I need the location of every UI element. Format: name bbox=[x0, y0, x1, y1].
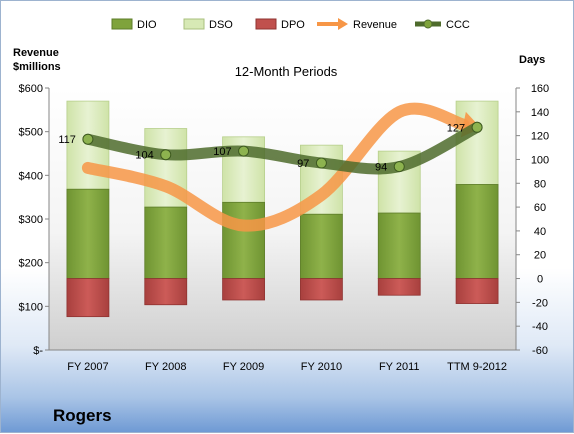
x-tick-label: FY 2007 bbox=[67, 361, 108, 373]
right-tick-label: 80 bbox=[534, 178, 546, 190]
legend-swatch-dpo bbox=[255, 18, 277, 30]
ccc-point bbox=[82, 133, 94, 145]
right-tick-label: 120 bbox=[531, 131, 549, 143]
left-tick-label: $300 bbox=[19, 214, 43, 226]
left-tick-label: $600 bbox=[19, 83, 43, 95]
bar-dio bbox=[300, 213, 343, 279]
company-name: Rogers bbox=[53, 406, 112, 425]
bar-dpo bbox=[300, 278, 343, 301]
bar-dio bbox=[66, 188, 110, 279]
ccc-point bbox=[471, 121, 483, 133]
legend-arrow-icon bbox=[338, 18, 348, 30]
left-tick-label: $100 bbox=[19, 301, 43, 313]
legend: DIO DSO DPO Revenue CCC bbox=[111, 18, 470, 31]
right-axis-ticks: -60 -40 -20 0 20 40 60 80 100 120 140 160 bbox=[516, 83, 549, 357]
bar-dpo bbox=[222, 278, 265, 301]
legend-label-dso: DSO bbox=[209, 19, 233, 31]
x-tick-label: FY 2010 bbox=[301, 361, 342, 373]
right-tick-label: -20 bbox=[532, 297, 548, 309]
revenue-line bbox=[81, 102, 470, 232]
right-tick-label: 0 bbox=[537, 274, 543, 286]
legend-item-revenue: Revenue bbox=[317, 18, 397, 31]
legend-marker-ccc bbox=[423, 19, 433, 29]
bar-dpo bbox=[455, 278, 499, 304]
ccc-point bbox=[315, 157, 327, 169]
legend-item-dio: DIO bbox=[111, 18, 157, 31]
legend-swatch-dso bbox=[183, 18, 205, 30]
right-tick-label: -40 bbox=[532, 321, 548, 333]
legend-label-dio: DIO bbox=[137, 19, 157, 31]
left-tick-label: $500 bbox=[19, 127, 43, 139]
x-tick-label: TTM 9-2012 bbox=[447, 361, 507, 373]
right-tick-label: 40 bbox=[534, 226, 546, 238]
x-tick-label: FY 2009 bbox=[223, 361, 264, 373]
bar-dpo bbox=[377, 278, 421, 296]
left-tick-label: $400 bbox=[19, 170, 43, 182]
legend-swatch-dio bbox=[111, 18, 133, 30]
left-axis-label-line1: Revenue bbox=[13, 47, 59, 59]
left-tick-label: $200 bbox=[19, 258, 43, 270]
bar-dio bbox=[144, 206, 188, 279]
ccc-data-label: 94 bbox=[375, 162, 387, 174]
x-axis-labels: FY 2007 FY 2008 FY 2009 FY 2010 FY 2011 TTM 9… bbox=[67, 361, 507, 373]
legend-label-ccc: CCC bbox=[446, 19, 470, 31]
right-tick-label: 60 bbox=[534, 202, 546, 214]
bar-dso bbox=[455, 100, 499, 185]
bar-dio bbox=[377, 212, 421, 279]
bar-dio bbox=[455, 184, 499, 279]
x-tick-label: FY 2011 bbox=[379, 361, 420, 373]
right-axis-label: Days bbox=[519, 54, 545, 66]
legend-item-dpo: DPO bbox=[255, 18, 305, 31]
left-axis-label-line2: $millions bbox=[13, 61, 61, 73]
ccc-data-label: 117 bbox=[58, 134, 76, 146]
legend-item-ccc: CCC bbox=[415, 19, 470, 31]
right-tick-label: 100 bbox=[531, 154, 549, 166]
ccc-point bbox=[238, 145, 250, 157]
bar-dpo bbox=[144, 278, 188, 306]
right-tick-label: 160 bbox=[531, 83, 549, 95]
legend-item-dso: DSO bbox=[183, 18, 233, 31]
ccc-data-label: 104 bbox=[135, 150, 153, 162]
bars-layer bbox=[66, 100, 499, 318]
left-tick-label: $- bbox=[33, 345, 43, 357]
chart-title: 12-Month Periods bbox=[235, 64, 338, 79]
left-axis-ticks: $- $100 $200 $300 $400 $500 $600 bbox=[19, 83, 49, 357]
legend-label-dpo: DPO bbox=[281, 19, 305, 31]
ccc-data-label: 127 bbox=[447, 122, 465, 134]
bar-dio bbox=[222, 201, 265, 279]
ccc-data-label: 97 bbox=[297, 158, 309, 170]
x-tick-label: FY 2008 bbox=[145, 361, 186, 373]
ccc-line bbox=[82, 121, 483, 175]
right-tick-label: -60 bbox=[532, 345, 548, 357]
right-tick-label: 20 bbox=[534, 250, 546, 262]
ccc-point bbox=[393, 161, 405, 173]
right-tick-label: 140 bbox=[531, 107, 549, 119]
ccc-point bbox=[160, 149, 172, 161]
ccc-data-label: 107 bbox=[213, 146, 231, 158]
bar-dpo bbox=[66, 278, 110, 318]
legend-label-revenue: Revenue bbox=[353, 19, 397, 31]
lines-layer: 117 104 107 97 94 127 bbox=[58, 102, 483, 232]
